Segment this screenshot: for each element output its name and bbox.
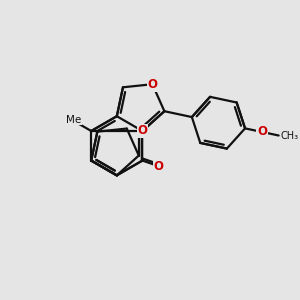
Text: O: O [257,125,267,139]
Text: O: O [137,124,147,137]
Text: O: O [147,78,158,91]
Text: Me: Me [66,115,82,125]
Text: CH₃: CH₃ [281,131,299,141]
Text: O: O [153,160,164,172]
